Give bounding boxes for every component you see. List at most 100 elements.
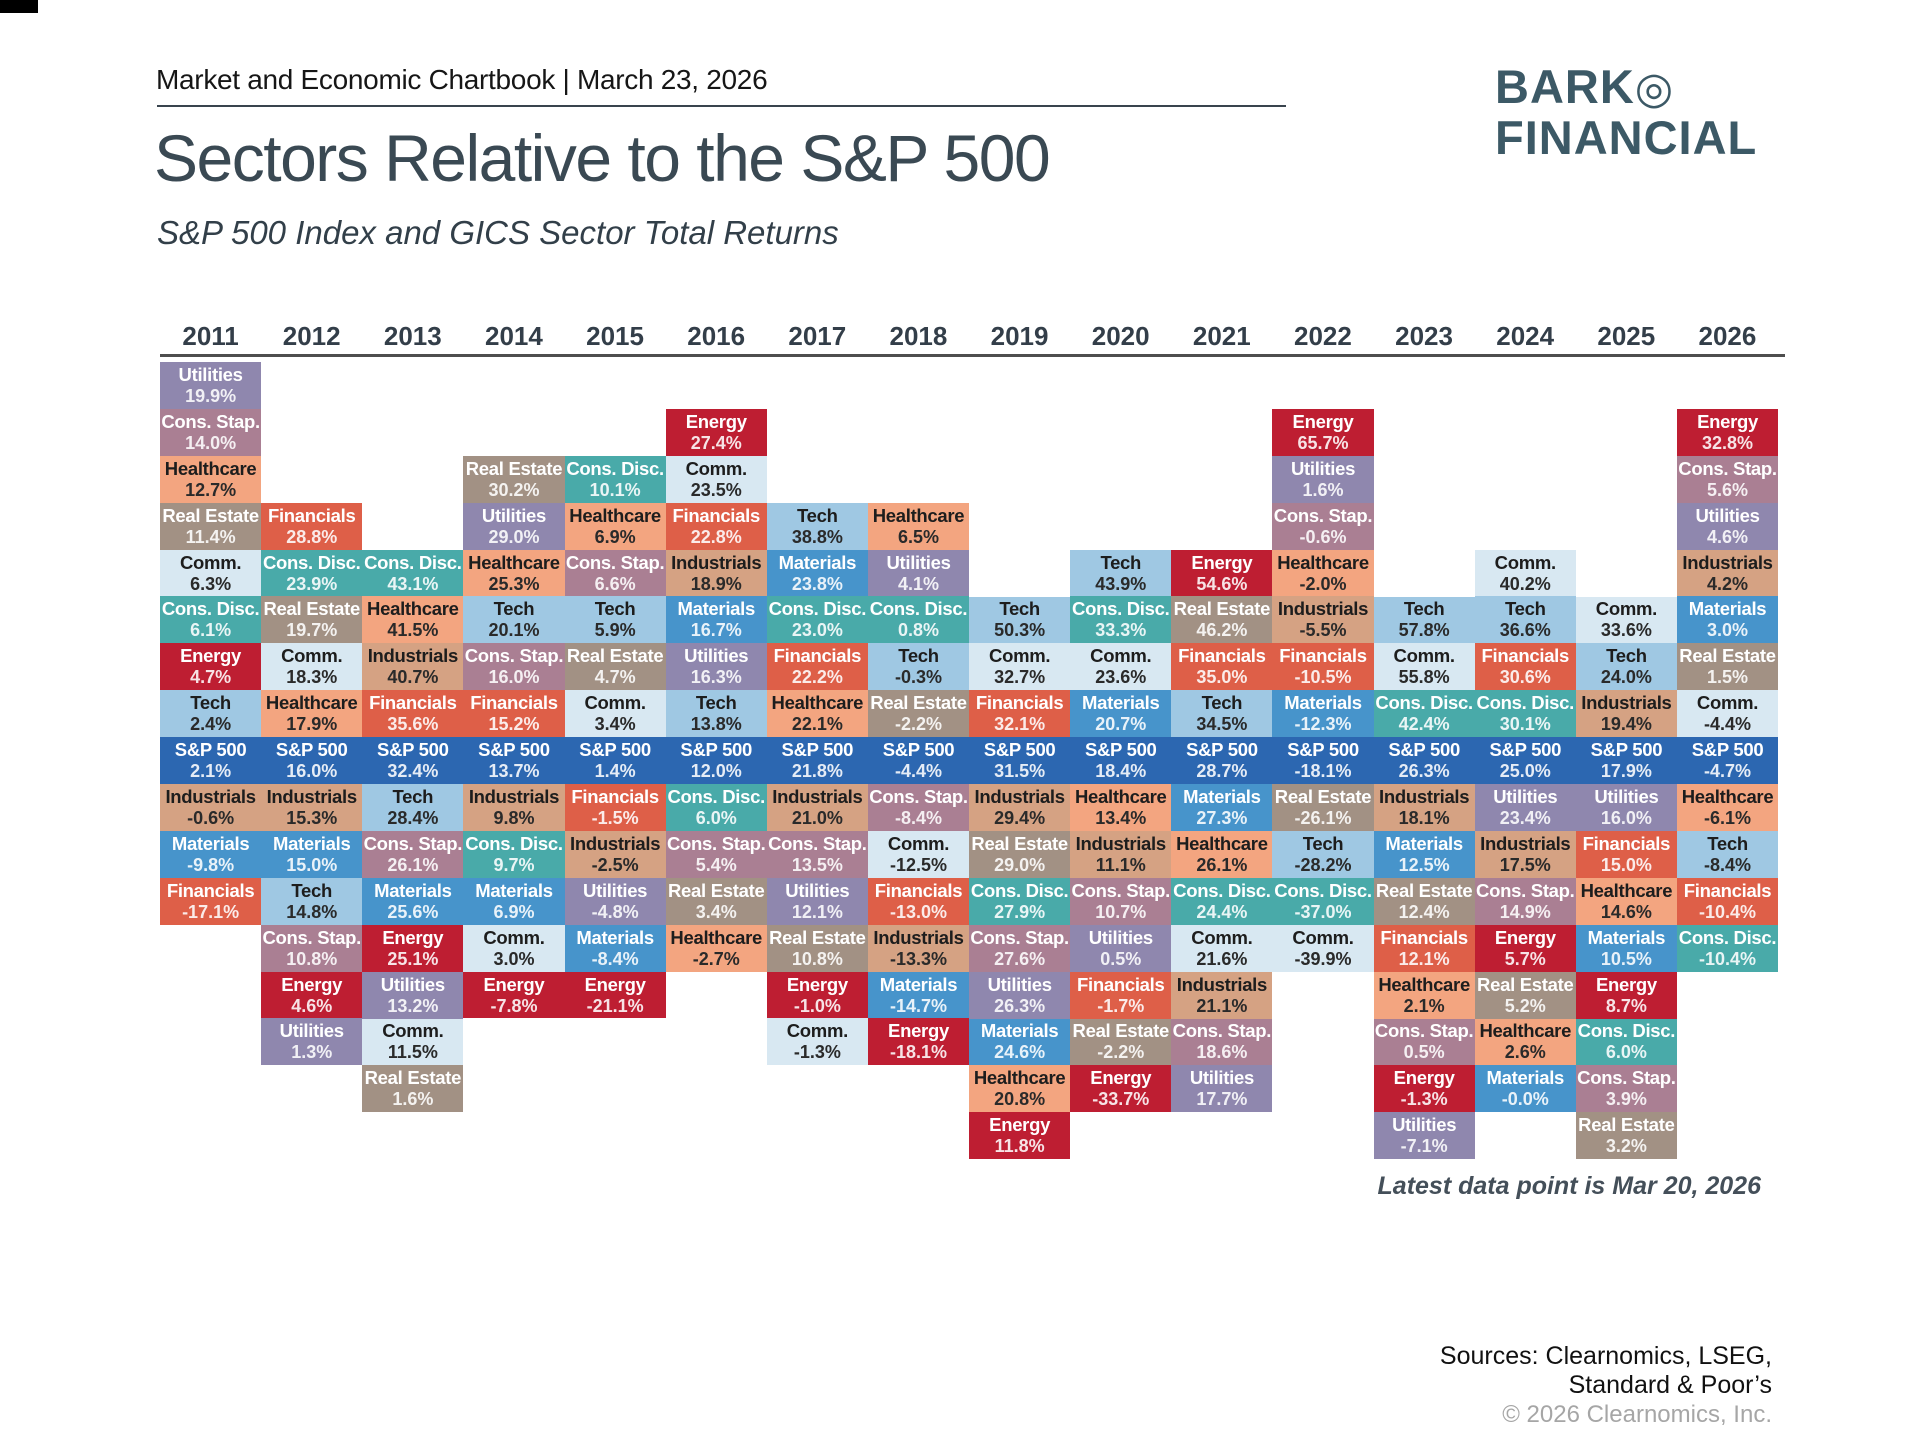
sector-cell-value: 12.4% bbox=[1398, 901, 1450, 922]
sector-cell: Industrials 15.3% bbox=[261, 784, 363, 831]
year-column-2014: Real Estate 30.2% Utilities 29.0% Healthcare… bbox=[463, 455, 565, 1019]
sector-cell-label: Cons. Stap. bbox=[869, 785, 968, 807]
sector-cell-label: Tech bbox=[594, 598, 636, 620]
year-label-2025: 2025 bbox=[1597, 321, 1656, 351]
sector-cell-value: 1.6% bbox=[1302, 479, 1344, 500]
sector-cell: Cons. Disc. 23.0% bbox=[766, 596, 868, 644]
year-column-2017: Tech 38.8% Materials 23.8% Cons. Disc. 23.0% F… bbox=[766, 502, 868, 1066]
sector-cell-value: 16.0% bbox=[286, 761, 338, 782]
sector-cell-value: -4.4% bbox=[894, 761, 943, 782]
sector-cell-label: Utilities bbox=[684, 645, 749, 667]
sector-cell: Cons. Stap. 5.4% bbox=[665, 830, 767, 878]
sector-cell: Tech 36.6% bbox=[1474, 596, 1576, 644]
sector-cell-label: Financials bbox=[1582, 832, 1671, 854]
sector-cell-value: 17.5% bbox=[1499, 854, 1551, 875]
sector-cell-label: Cons. Disc. bbox=[1173, 879, 1271, 901]
sector-cell: Cons. Disc. 30.1% bbox=[1474, 690, 1576, 738]
sector-cell: Energy 25.1% bbox=[362, 924, 464, 972]
sector-cell-label: Energy bbox=[685, 410, 747, 432]
sector-cell-label: Energy bbox=[1697, 410, 1758, 432]
corner-mark bbox=[0, 0, 38, 13]
sector-cell-label: S&P 500 bbox=[478, 739, 550, 761]
sector-cell-label: Cons. Disc. bbox=[566, 457, 664, 479]
sources-text-line1: Sources: Clearnomics, LSEG, bbox=[1439, 1342, 1772, 1370]
sector-cell: Energy 11.8% bbox=[969, 1112, 1071, 1160]
sector-cell: Real Estate 29.0% bbox=[969, 830, 1071, 878]
sector-cell-value: 3.4% bbox=[594, 714, 636, 735]
sector-cell-label: Financials bbox=[470, 692, 558, 714]
sector-cell-value: 3.0% bbox=[1707, 620, 1749, 641]
sector-cell-label: Cons. Stap. bbox=[1476, 879, 1575, 901]
sector-cell-value: 35.6% bbox=[387, 714, 439, 735]
year-label-2022: 2022 bbox=[1294, 321, 1352, 351]
sector-cell-value: 2.1% bbox=[1403, 995, 1445, 1016]
sector-cell-label: S&P 500 bbox=[882, 739, 955, 761]
sector-cell: Cons. Disc. 43.1% bbox=[362, 549, 464, 597]
sector-cell-label: Healthcare bbox=[670, 926, 763, 948]
sector-cell-value: 31.5% bbox=[994, 761, 1046, 782]
sector-cell-value: 22.2% bbox=[791, 667, 843, 688]
sector-cell-label: Materials bbox=[171, 832, 250, 854]
sector-cell-value: 18.1% bbox=[1398, 808, 1450, 828]
sector-cell-value: 38.8% bbox=[791, 526, 843, 547]
sector-cell-label: Comm. bbox=[1595, 598, 1658, 620]
sector-cell: Materials -14.7% bbox=[867, 971, 970, 1019]
sector-cell-label: Financials bbox=[571, 785, 659, 807]
sector-cell: Utilities -7.1% bbox=[1373, 1112, 1475, 1160]
sector-cell-label: Energy bbox=[584, 973, 646, 995]
sector-cell-label: Industrials bbox=[1480, 832, 1571, 854]
sector-cell-value: 6.9% bbox=[493, 901, 535, 922]
sector-cell-value: 11.5% bbox=[387, 1042, 438, 1063]
sector-cell-label: Real Estate bbox=[1274, 785, 1372, 807]
sector-cell-value: 1.3% bbox=[291, 1042, 333, 1063]
sector-cell-value: 14.9% bbox=[1499, 901, 1551, 922]
sector-cell-value: 24.0% bbox=[1600, 667, 1652, 688]
sector-cell-value: 6.5% bbox=[897, 526, 940, 547]
sector-cell: Cons. Stap. -8.4% bbox=[867, 784, 970, 831]
sector-cell-label: Cons. Disc. bbox=[161, 598, 260, 620]
sector-cell: Cons. Stap. 5.6% bbox=[1676, 455, 1779, 503]
sector-cell: Industrials 40.7% bbox=[362, 643, 464, 691]
sector-cell-label: Industrials bbox=[671, 551, 762, 573]
sector-cell-value: 12.1% bbox=[1398, 948, 1450, 969]
logo-circle-icon: ◎ bbox=[1634, 64, 1675, 113]
sector-cell-value: 22.1% bbox=[791, 714, 843, 735]
sector-cell-label: Cons. Disc. bbox=[970, 879, 1069, 901]
sp500-cell: S&P 500 31.5% bbox=[969, 737, 1071, 785]
sector-cell-label: Materials bbox=[1284, 692, 1362, 714]
sector-cell-label: Cons. Disc. bbox=[262, 551, 361, 573]
sector-cell: Cons. Disc. 23.9% bbox=[261, 549, 363, 597]
sector-cell-value: 29.0% bbox=[994, 854, 1046, 875]
sector-cell: Energy 32.8% bbox=[1676, 408, 1779, 456]
sector-cell: Materials 3.0% bbox=[1676, 596, 1779, 644]
sector-cell-value: 23.8% bbox=[791, 573, 843, 594]
sector-cell-label: Energy bbox=[281, 973, 343, 995]
sector-cell: Healthcare 14.6% bbox=[1575, 877, 1677, 925]
sector-cell: Healthcare 17.9% bbox=[261, 690, 363, 738]
sector-cell-label: Utilities bbox=[1189, 1067, 1254, 1089]
sector-cell-label: Cons. Stap. bbox=[1172, 1020, 1272, 1042]
sector-cell: Cons. Stap. 10.8% bbox=[261, 924, 363, 972]
logo-text-financial: FINANCIAL bbox=[1495, 111, 1758, 164]
sector-cell-value: 19.4% bbox=[1600, 714, 1652, 735]
sector-cell-value: 16.7% bbox=[690, 620, 742, 641]
sector-cell: Cons. Stap. 3.9% bbox=[1575, 1065, 1677, 1113]
sector-cell-value: -33.7% bbox=[1092, 1089, 1150, 1110]
sector-cell: Financials 15.2% bbox=[463, 690, 565, 738]
sector-cell-value: -2.2% bbox=[1097, 1042, 1145, 1063]
sector-cell: Energy 5.7% bbox=[1474, 924, 1576, 972]
year-label-2019: 2019 bbox=[990, 321, 1049, 351]
sector-cell-value: 6.0% bbox=[695, 807, 737, 828]
sector-cell: Utilities 29.0% bbox=[463, 502, 565, 550]
sector-cell: Comm. -1.3% bbox=[766, 1018, 868, 1066]
sector-cell: Healthcare 2.6% bbox=[1474, 1018, 1576, 1066]
sector-cell-value: 25.6% bbox=[387, 901, 439, 922]
sector-cell-label: Industrials bbox=[165, 785, 256, 807]
sector-cell-value: -2.5% bbox=[591, 854, 639, 875]
sector-cell-label: Comm. bbox=[483, 926, 545, 948]
sector-cell: Cons. Stap. 0.5% bbox=[1373, 1018, 1475, 1066]
year-column-2012: Financials 28.8% Cons. Disc. 23.9% Real Esta… bbox=[261, 502, 363, 1066]
sector-cell-label: Healthcare bbox=[1681, 785, 1774, 807]
sector-cell-label: Energy bbox=[382, 926, 444, 948]
sector-cell-value: -39.9% bbox=[1294, 948, 1352, 969]
